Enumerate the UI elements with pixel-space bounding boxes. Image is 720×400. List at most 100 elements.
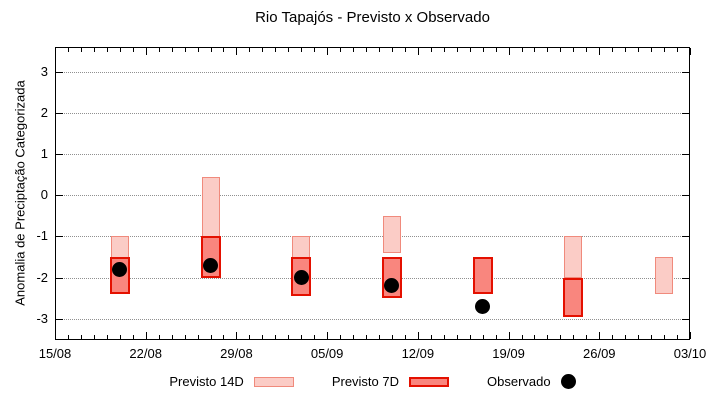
x-tick-mark [469,48,471,52]
x-tick-mark [482,48,484,52]
x-tick-mark [55,332,56,339]
x-tick-mark [262,48,264,52]
legend-item-previsto-14d: Previsto 14D [169,374,294,389]
x-tick-mark [119,48,121,52]
y-tick-label: -1 [36,228,48,244]
x-tick-mark [443,48,445,52]
x-tick-mark [55,48,56,55]
x-tick-mark [456,335,458,339]
y-tick-label: 0 [40,187,48,203]
bar-previsto-7d [563,277,584,317]
x-tick-mark [301,48,303,52]
y-tick-mark [56,236,63,238]
y-tick-mark [56,318,63,320]
y-tick-mark [56,195,63,197]
x-tick-mark [366,48,368,52]
x-tick-mark [184,335,186,339]
x-tick-mark [158,48,160,52]
y-tick-mark [56,277,63,279]
observed-dot [293,270,309,286]
x-tick-mark [288,48,290,52]
gridline [56,113,689,115]
chart-title: Rio Tapajós - Previsto x Observado [255,9,490,26]
y-tick-label: 3 [40,64,48,80]
x-tick-mark [80,335,82,339]
legend-label-previsto-14d: Previsto 14D [169,374,244,389]
y-tick-mark [682,236,689,238]
x-tick-mark [93,48,95,52]
x-tick-mark [404,335,406,339]
x-tick-mark [677,335,679,339]
legend-label-previsto-7d: Previsto 7D [331,374,400,389]
y-tick-label: -2 [36,269,48,285]
x-tick-mark [417,332,419,339]
observed-dot [384,278,400,294]
x-tick-mark [145,332,147,339]
x-tick-mark [586,48,588,52]
x-tick-mark [275,48,277,52]
previsto-7d-swatch-icon [409,376,450,387]
x-tick-mark [612,335,614,339]
x-tick-label: 29/08 [220,346,253,361]
x-tick-mark [106,335,108,339]
x-tick-mark [67,48,69,52]
y-tick-label: -3 [36,310,48,326]
x-tick-mark [171,335,173,339]
x-tick-label: 26/09 [583,346,616,361]
bar-previsto-14d [655,256,674,294]
gridline [56,277,689,279]
x-tick-mark [599,332,601,339]
x-tick-mark [223,335,225,339]
legend-item-observado: Observado [487,374,576,389]
x-tick-mark [482,335,484,339]
x-tick-mark [391,48,393,52]
x-tick-mark [690,332,691,339]
x-tick-mark [93,335,95,339]
x-tick-mark [158,335,160,339]
legend: Previsto 14D Previsto 7D Observado [55,374,690,389]
x-tick-mark [469,335,471,339]
x-tick-mark [366,335,368,339]
x-tick-mark [80,48,82,52]
observed-dot [112,261,128,277]
x-tick-mark [534,48,536,52]
x-tick-label: 22/08 [129,346,162,361]
x-tick-mark [249,335,251,339]
x-tick-mark [677,48,679,52]
y-tick-mark [682,72,689,74]
x-tick-mark [249,48,251,52]
x-tick-label: 12/09 [401,346,435,361]
x-tick-mark [223,48,225,52]
x-tick-mark [521,335,523,339]
x-tick-mark [521,48,523,52]
legend-item-previsto-7d: Previsto 7D [331,374,450,389]
x-tick-mark [638,335,640,339]
x-tick-mark [353,335,355,339]
legend-label-observado: Observado [487,374,551,389]
x-tick-mark [197,335,199,339]
x-tick-mark [430,48,432,52]
gridline [56,72,689,74]
y-tick-mark [56,113,63,115]
x-tick-label: 03/10 [673,346,707,361]
x-tick-mark [391,335,393,339]
x-tick-mark [119,335,121,339]
y-tick-mark [682,318,689,320]
gridline [56,195,689,197]
y-tick-mark [682,195,689,197]
x-tick-mark [378,48,380,52]
x-tick-mark [495,335,497,339]
x-tick-mark [560,335,562,339]
bar-previsto-14d [382,215,401,253]
bar-previsto-7d [472,256,493,294]
x-tick-mark [443,335,445,339]
x-tick-mark [417,48,419,55]
x-tick-mark [340,335,342,339]
x-tick-mark [262,335,264,339]
x-tick-mark [288,335,290,339]
x-tick-mark [171,48,173,52]
y-tick-mark [682,113,689,115]
x-tick-mark [495,48,497,52]
x-tick-mark [508,332,510,339]
x-tick-mark [210,48,212,52]
